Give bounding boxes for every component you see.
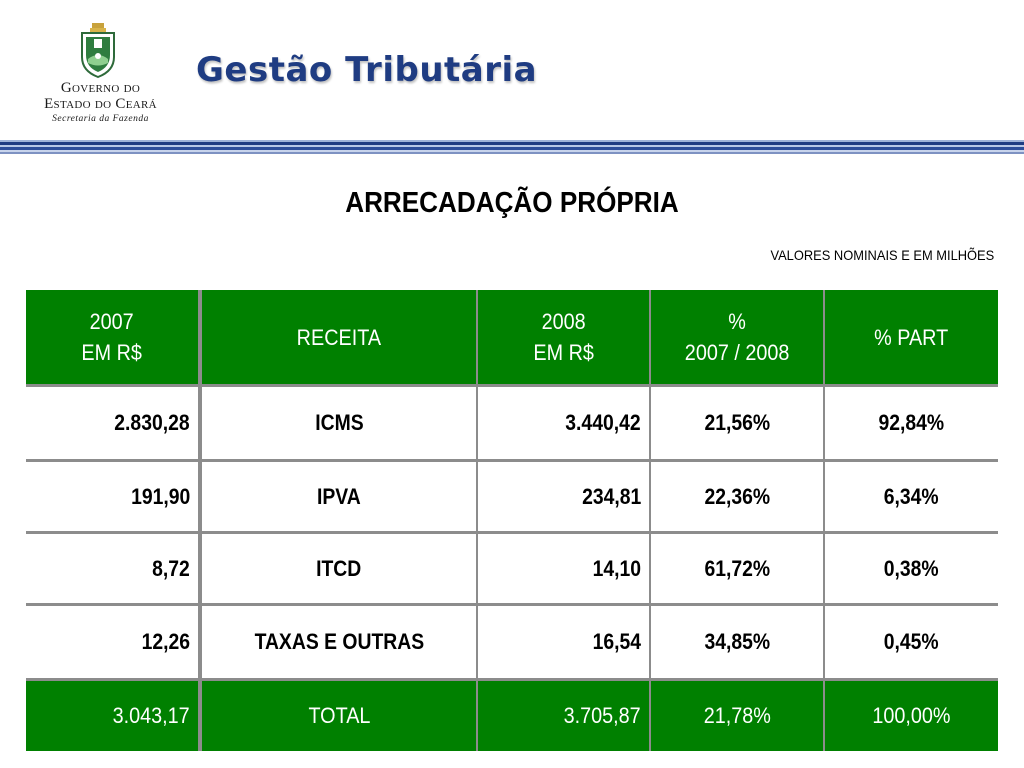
cell-text: 8,72 [152, 555, 190, 581]
cell-text: 12,26 [141, 629, 190, 654]
revenue-table: 2007 EM R$ RECEITA 2008 EM R$ % 2007 / 2008 % P… [26, 290, 998, 751]
header-label: 2008 EM R$ [533, 309, 594, 365]
table-cell-revenue-type: ICMS [202, 387, 476, 459]
cell-text: 6,34% [884, 483, 939, 509]
cell-text: 0,38% [884, 555, 939, 581]
total-text: 3.705,87 [563, 703, 641, 728]
cell-text: TAXAS E OUTRAS [254, 629, 424, 654]
cell-text: ITCD [316, 555, 362, 581]
cell-text: 34,85% [704, 629, 770, 654]
cell-text: 22,36% [704, 483, 770, 509]
slide-title: ARRECADAÇÃO PRÓPRIA [345, 187, 679, 219]
logo-text-secretaria: Secretaria da Fazenda [52, 114, 149, 124]
header-title: Gestão Tributária [196, 50, 538, 90]
cell-text: 191,90 [130, 483, 190, 509]
total-cell-revenue-type: TOTAL [202, 681, 476, 751]
header-cell-value-2007: 2007 EM R$ [26, 290, 198, 384]
table-cell-value-2008: 14,10 [478, 534, 649, 603]
table-cell-value-2008: 3.440,42 [478, 387, 649, 459]
total-cell-share-pct: 100,00% [825, 681, 998, 751]
total-text: TOTAL [308, 703, 370, 728]
table-cell-share-pct: 6,34% [825, 462, 998, 531]
header-label: RECEITA [296, 324, 382, 350]
total-cell-value-2008: 3.705,87 [478, 681, 649, 751]
cell-text: 2.830,28 [114, 410, 190, 435]
table-cell-value-2007: 8,72 [26, 534, 198, 603]
logo-text-estado: Estado do Ceará [44, 96, 157, 112]
cell-text: 0,45% [884, 629, 939, 654]
table-cell-share-pct: 0,38% [825, 534, 998, 603]
table-cell-share-pct: 0,45% [825, 606, 998, 678]
table-cell-growth-pct: 61,72% [651, 534, 823, 603]
table-cell-share-pct: 92,84% [825, 387, 998, 459]
cell-text: 3.440,42 [565, 410, 641, 435]
header-cell-share-pct: % PART [825, 290, 998, 384]
total-cell-growth-pct: 21,78% [651, 681, 823, 751]
table-cell-value-2007: 2.830,28 [26, 387, 198, 459]
header-cell-growth-pct: % 2007 / 2008 [651, 290, 823, 384]
total-text: 100,00% [872, 703, 951, 728]
header-cell-value-2008: 2008 EM R$ [478, 290, 649, 384]
cell-text: 61,72% [704, 555, 770, 581]
header-label: % PART [874, 324, 949, 350]
table-cell-growth-pct: 34,85% [651, 606, 823, 678]
table-cell-growth-pct: 21,56% [651, 387, 823, 459]
header: Governo do Estado do Ceará Secretaria da… [0, 0, 1024, 140]
header-divider [0, 140, 1024, 154]
cell-text: 21,56% [704, 410, 770, 435]
cell-text: ICMS [314, 410, 364, 435]
cell-text: 92,84% [878, 410, 945, 435]
total-text: 3.043,17 [112, 703, 190, 728]
header-label: 2007 EM R$ [81, 309, 143, 365]
header-label: % 2007 / 2008 [684, 309, 790, 365]
header-cell-revenue-type: RECEITA [202, 290, 476, 384]
table-cell-revenue-type: IPVA [202, 462, 476, 531]
cell-text: IPVA [317, 483, 361, 509]
units-note: VALORES NOMINAIS E EM MILHÕES [770, 247, 994, 263]
table-cell-value-2008: 234,81 [478, 462, 649, 531]
government-logo: Governo do Estado do Ceará Secretaria da… [28, 18, 178, 128]
cell-text: 16,54 [592, 629, 641, 654]
table-cell-value-2007: 191,90 [26, 462, 198, 531]
coat-of-arms-icon [81, 23, 115, 79]
table-cell-value-2008: 16,54 [478, 606, 649, 678]
table-cell-revenue-type: TAXAS E OUTRAS [202, 606, 476, 678]
cell-text: 234,81 [581, 483, 641, 509]
table-cell-value-2007: 12,26 [26, 606, 198, 678]
table-cell-revenue-type: ITCD [202, 534, 476, 603]
table-cell-growth-pct: 22,36% [651, 462, 823, 531]
total-cell-value-2007: 3.043,17 [26, 681, 198, 751]
total-text: 21,78% [703, 703, 771, 728]
logo-text-governo: Governo do [60, 80, 141, 96]
cell-text: 14,10 [592, 555, 641, 581]
